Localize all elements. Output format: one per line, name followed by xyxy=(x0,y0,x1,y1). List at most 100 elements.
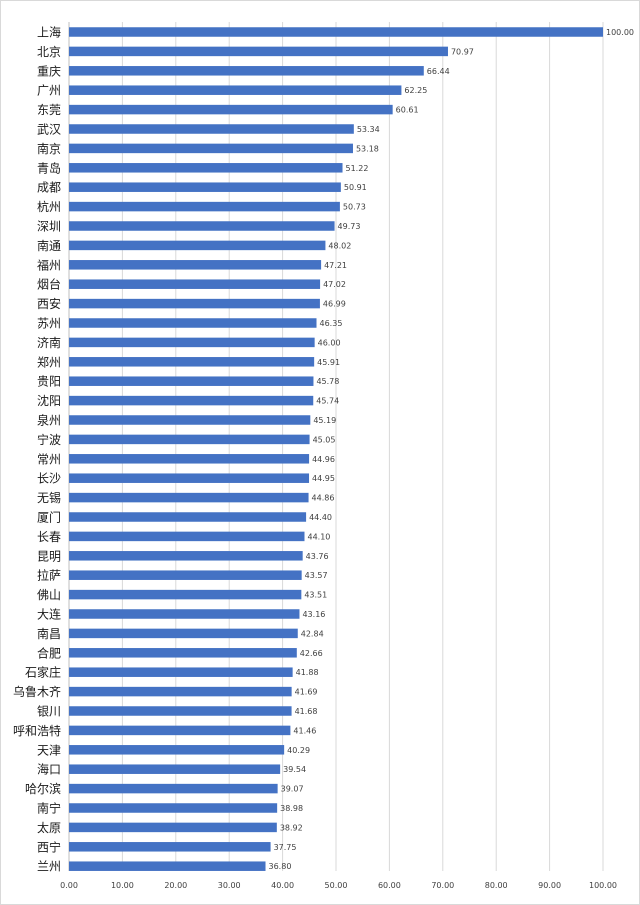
bar xyxy=(69,201,340,212)
bar xyxy=(69,376,314,386)
data-label: 42.66 xyxy=(300,649,323,658)
data-label: 53.18 xyxy=(356,144,379,153)
category-label: 海口 xyxy=(37,762,61,777)
bar xyxy=(69,318,317,328)
data-label: 50.91 xyxy=(344,183,367,192)
category-label: 天津 xyxy=(37,743,61,757)
data-label: 36.80 xyxy=(269,862,292,871)
x-tick-label: 50.00 xyxy=(325,881,348,890)
data-label: 37.75 xyxy=(274,843,297,852)
data-label: 50.73 xyxy=(343,203,366,212)
category-labels: 上海北京重庆广州东莞武汉南京青岛成都杭州深圳南通福州烟台西安苏州济南郑州贵阳沈阳… xyxy=(13,25,61,874)
bar xyxy=(69,415,311,425)
data-label: 42.84 xyxy=(301,629,324,638)
data-label: 45.78 xyxy=(316,377,339,386)
category-label: 福州 xyxy=(37,257,61,272)
bar xyxy=(69,260,322,270)
bar xyxy=(69,240,326,251)
category-label: 西安 xyxy=(37,296,61,311)
bar xyxy=(69,609,300,619)
data-label: 44.40 xyxy=(309,513,332,522)
data-label: 100.00 xyxy=(606,28,634,37)
data-label: 41.68 xyxy=(295,707,318,716)
data-label: 39.54 xyxy=(283,765,306,774)
data-label: 49.73 xyxy=(338,222,361,231)
bar xyxy=(69,454,310,464)
category-label: 东莞 xyxy=(37,103,61,117)
value-labels: 100.00 70.97 66.44 62.25 60.61 53.34 53.18 51.2… xyxy=(269,28,634,871)
bar xyxy=(69,745,285,755)
data-label: 44.96 xyxy=(312,455,335,464)
data-label: 41.88 xyxy=(296,668,319,677)
category-label: 常州 xyxy=(37,452,61,466)
data-label: 47.21 xyxy=(324,261,347,270)
data-label: 46.35 xyxy=(320,319,343,328)
category-label: 深圳 xyxy=(37,220,61,234)
bar xyxy=(69,46,448,57)
bar xyxy=(69,589,302,600)
category-label: 广州 xyxy=(37,84,61,98)
bar xyxy=(69,551,303,561)
category-label: 重庆 xyxy=(37,64,61,78)
data-label: 41.69 xyxy=(295,688,318,697)
bar xyxy=(69,570,302,580)
bar xyxy=(69,143,353,154)
x-tick-label: 0.00 xyxy=(60,881,78,890)
data-label: 38.92 xyxy=(280,823,303,832)
data-label: 48.02 xyxy=(328,241,351,250)
category-label: 泉州 xyxy=(37,414,61,428)
category-label: 无锡 xyxy=(37,490,61,505)
bar xyxy=(69,66,424,76)
data-label: 51.22 xyxy=(346,164,369,173)
bar xyxy=(69,783,278,794)
bar xyxy=(69,764,281,774)
data-label: 44.95 xyxy=(312,474,335,483)
data-label: 66.44 xyxy=(427,67,450,76)
data-label: 43.51 xyxy=(304,591,327,600)
category-label: 武汉 xyxy=(37,123,61,137)
bar xyxy=(69,822,277,833)
bar xyxy=(69,512,307,522)
category-label: 宁波 xyxy=(37,432,61,447)
bar xyxy=(69,104,393,115)
bar xyxy=(69,434,310,445)
category-label: 长沙 xyxy=(37,472,61,486)
category-label: 南通 xyxy=(37,238,61,253)
data-label: 43.16 xyxy=(302,610,325,619)
category-label: 烟台 xyxy=(37,277,61,292)
data-label: 53.34 xyxy=(357,125,380,134)
bar xyxy=(69,357,315,367)
x-tick-label: 100.00 xyxy=(589,881,617,890)
bar xyxy=(69,337,315,348)
category-label: 昆明 xyxy=(37,549,61,563)
category-label: 北京 xyxy=(37,45,61,59)
data-label: 38.98 xyxy=(280,804,303,813)
data-label: 40.29 xyxy=(287,746,310,755)
category-label: 哈尔滨 xyxy=(25,781,61,796)
category-label: 成都 xyxy=(37,181,61,195)
data-label: 46.00 xyxy=(318,338,341,347)
bar xyxy=(69,85,402,95)
category-label: 兰州 xyxy=(37,860,61,874)
data-label: 45.74 xyxy=(316,397,339,406)
bar xyxy=(69,531,305,542)
category-label: 青岛 xyxy=(37,160,61,175)
data-label: 43.76 xyxy=(306,552,329,561)
bar xyxy=(69,279,321,289)
data-label: 44.10 xyxy=(307,532,330,541)
bar xyxy=(69,628,298,639)
category-label: 石家庄 xyxy=(25,665,61,680)
bar xyxy=(69,182,341,192)
category-label: 南昌 xyxy=(37,626,61,641)
category-label: 南京 xyxy=(37,141,61,156)
data-label: 44.86 xyxy=(312,494,335,503)
category-label: 银川 xyxy=(37,705,61,719)
x-tick-label: 90.00 xyxy=(538,881,561,890)
category-label: 杭州 xyxy=(37,199,61,214)
bar xyxy=(69,706,292,716)
category-label: 大连 xyxy=(37,607,61,622)
category-label: 合肥 xyxy=(37,645,61,660)
category-label: 南宁 xyxy=(37,801,61,816)
bar xyxy=(69,861,266,871)
